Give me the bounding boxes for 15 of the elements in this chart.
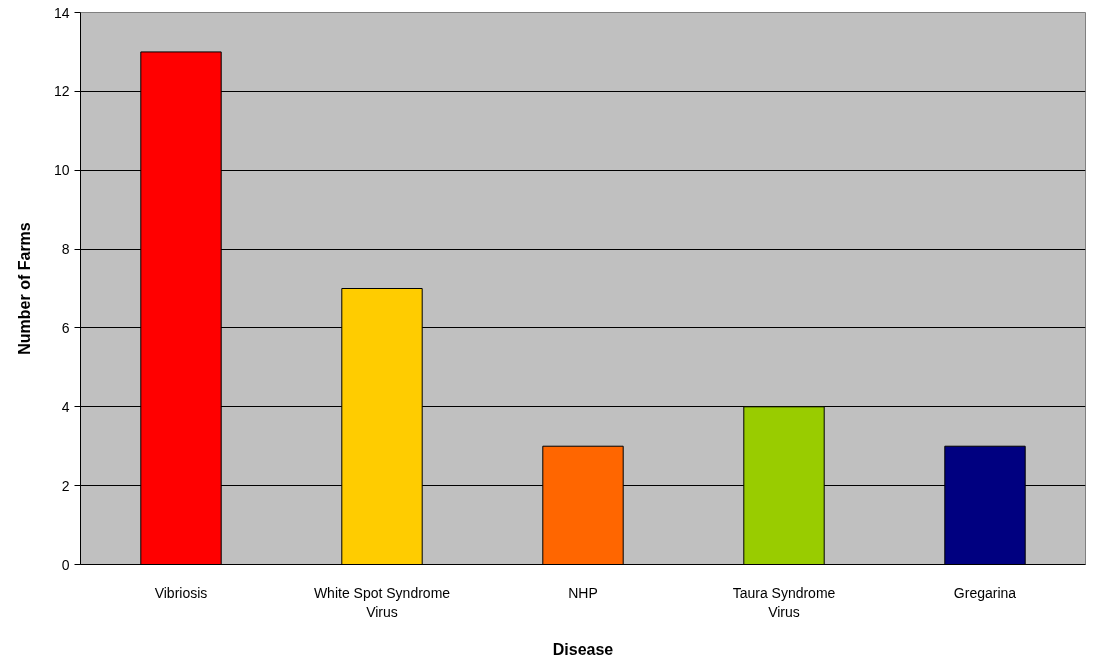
x-tick-label: Taura Syndrome Virus xyxy=(732,584,836,620)
y-tick-label: 12 xyxy=(53,83,70,100)
x-tick-label: White Spot Syndrome Virus xyxy=(313,584,451,620)
x-tick-label: NHP xyxy=(568,584,598,601)
y-tick-label: 2 xyxy=(61,477,70,494)
x-tick-label: Gregarina xyxy=(953,584,1017,601)
x-tick-label: Vibriosis xyxy=(154,584,208,601)
y-tick-label: 8 xyxy=(61,241,70,258)
y-tick-label: 10 xyxy=(53,162,70,179)
y-tick-label: 14 xyxy=(53,4,70,21)
y-tick-label: 0 xyxy=(61,556,70,573)
x-axis-title: Disease xyxy=(552,640,614,658)
y-tick-label: 6 xyxy=(61,319,70,336)
y-tick-label: 4 xyxy=(61,398,70,415)
y-axis-title: Number of Farms xyxy=(15,222,33,355)
